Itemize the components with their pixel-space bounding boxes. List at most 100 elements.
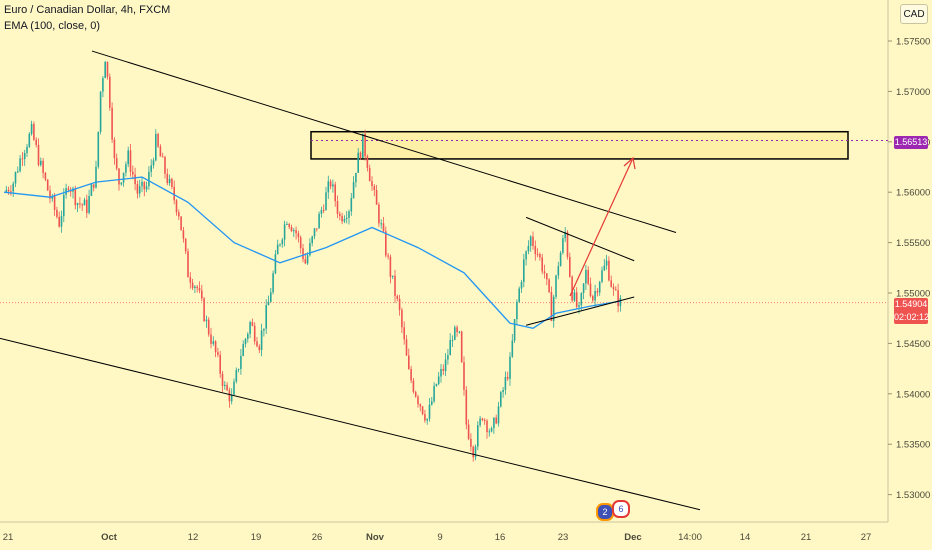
candle [580, 292, 583, 311]
candle [244, 337, 247, 348]
candle-body [509, 356, 511, 379]
candle [253, 322, 256, 345]
event-badge-2[interactable]: 6 [612, 500, 630, 518]
candle [237, 368, 240, 373]
candle-body [44, 172, 47, 180]
candle [228, 387, 231, 408]
y-tick-label: 1.57500 [896, 37, 930, 48]
candle-body [440, 368, 442, 377]
candle-body [380, 223, 382, 225]
candle [311, 235, 313, 247]
candle [226, 382, 228, 391]
projection-arrow-line [569, 157, 634, 297]
candle-body [316, 228, 318, 230]
candle [72, 186, 74, 199]
candle [302, 243, 304, 263]
candle [477, 421, 479, 451]
candle-body [184, 238, 187, 252]
candle [171, 177, 173, 190]
candle [313, 227, 316, 240]
candle-body [99, 91, 102, 132]
candle [99, 91, 102, 135]
candle-body [171, 178, 173, 187]
candle-body [350, 198, 353, 212]
candle-body [104, 61, 106, 79]
x-tick-label: Dec [624, 532, 641, 543]
candle-body [559, 252, 562, 267]
symbol-title[interactable]: Euro / Canadian Dollar, 4h, FXCM [4, 4, 171, 16]
candle-body [612, 286, 615, 290]
candle-body [320, 209, 323, 214]
y-tick-label: 1.53500 [896, 440, 930, 451]
candle [299, 235, 302, 254]
candle [387, 252, 389, 260]
candle [463, 356, 465, 396]
y-tick-label: 1.54000 [896, 389, 930, 400]
candle-body [83, 199, 86, 206]
candle [550, 286, 553, 322]
currency-button[interactable]: CAD [900, 4, 928, 24]
candle-body [527, 245, 530, 252]
candle [433, 382, 435, 404]
candle-body [355, 172, 357, 183]
candle [339, 211, 341, 221]
candle [605, 254, 608, 270]
candle [247, 332, 249, 343]
candle [79, 197, 81, 209]
candle [166, 168, 169, 186]
candle-body [293, 230, 295, 232]
candle-body [334, 184, 336, 202]
candle-body [148, 171, 150, 187]
candle [509, 352, 511, 386]
candle-body [274, 254, 277, 274]
candle-body [256, 341, 258, 347]
candle [541, 253, 543, 275]
candle-body [506, 376, 509, 379]
candle-body [134, 174, 136, 185]
candle-body [237, 368, 240, 370]
indicator-legend[interactable]: EMA (100, close, 0) [4, 20, 100, 32]
candle [362, 133, 364, 159]
candle [355, 172, 357, 188]
candle-body [408, 355, 410, 370]
candle [398, 294, 401, 316]
candle-body [180, 216, 182, 231]
candle [214, 340, 217, 358]
candle-body [463, 362, 465, 390]
candle [26, 143, 28, 157]
candle-body [359, 152, 362, 158]
candle [357, 148, 359, 173]
candle [30, 120, 33, 136]
candle [201, 284, 203, 302]
resistance-zone [310, 130, 849, 160]
candle [525, 250, 527, 266]
candle [428, 397, 431, 422]
candle-body [191, 282, 194, 288]
candle-body [467, 424, 470, 439]
candle-body [536, 254, 539, 256]
candle-body [141, 181, 143, 187]
candle [518, 286, 520, 303]
candle-body [311, 236, 313, 244]
candle [414, 390, 417, 398]
candle-body [378, 204, 380, 224]
candle [155, 129, 157, 162]
candle-body [235, 369, 238, 382]
candle [334, 181, 336, 207]
candle [134, 167, 136, 191]
candle [460, 330, 463, 363]
candle-body [138, 186, 141, 194]
candle-body [566, 231, 569, 257]
candle [601, 266, 603, 284]
candle [51, 193, 54, 202]
candle-body [585, 269, 587, 284]
candle-body [589, 283, 592, 297]
candle [421, 405, 424, 416]
candle [575, 287, 578, 309]
candle [274, 250, 277, 275]
candle [610, 275, 612, 288]
x-tick-label: 14:00 [678, 532, 702, 543]
candle-body [368, 168, 371, 182]
